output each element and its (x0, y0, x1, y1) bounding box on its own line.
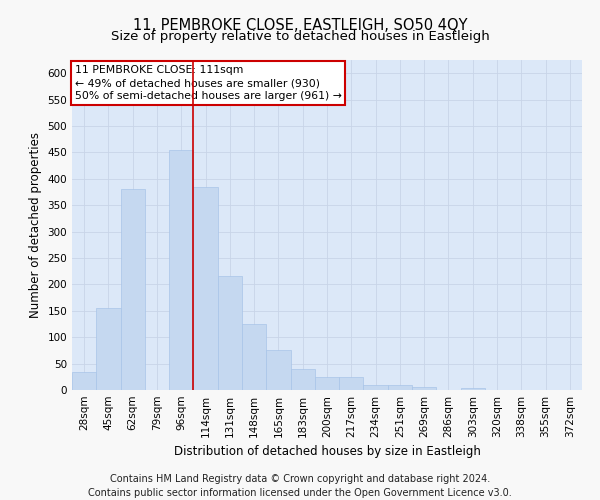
Text: 11, PEMBROKE CLOSE, EASTLEIGH, SO50 4QY: 11, PEMBROKE CLOSE, EASTLEIGH, SO50 4QY (133, 18, 467, 32)
Bar (72, 372, 96, 390)
Bar (412, 388, 436, 390)
Bar (169, 150, 193, 390)
Bar (193, 186, 218, 390)
Bar (121, 190, 145, 390)
Bar (315, 377, 339, 390)
Y-axis label: Number of detached properties: Number of detached properties (29, 132, 42, 318)
Bar (242, 324, 266, 390)
Bar (96, 308, 121, 390)
X-axis label: Distribution of detached houses by size in Eastleigh: Distribution of detached houses by size … (173, 446, 481, 458)
Bar (461, 388, 485, 390)
Bar (364, 384, 388, 390)
Text: 11 PEMBROKE CLOSE: 111sqm
← 49% of detached houses are smaller (930)
50% of semi: 11 PEMBROKE CLOSE: 111sqm ← 49% of detac… (74, 65, 341, 102)
Text: Contains HM Land Registry data © Crown copyright and database right 2024.
Contai: Contains HM Land Registry data © Crown c… (88, 474, 512, 498)
Bar (388, 384, 412, 390)
Bar (339, 377, 364, 390)
Text: Size of property relative to detached houses in Eastleigh: Size of property relative to detached ho… (110, 30, 490, 43)
Bar (266, 350, 290, 390)
Bar (290, 369, 315, 390)
Bar (218, 276, 242, 390)
